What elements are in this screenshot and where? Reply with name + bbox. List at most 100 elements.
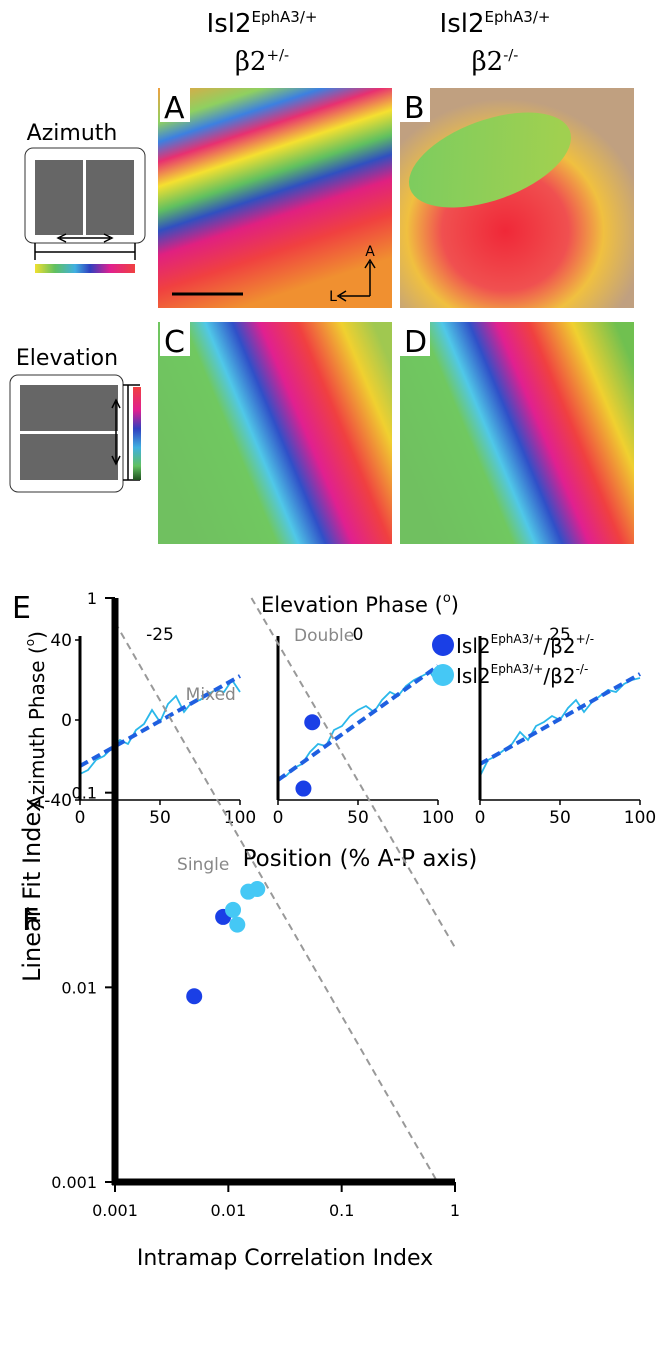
text-part: Isl2	[207, 9, 252, 39]
fit-line	[276, 664, 440, 782]
panel-letter: D	[404, 325, 427, 360]
scatter-point	[304, 714, 321, 731]
screen-half	[20, 385, 118, 431]
screen-half	[86, 160, 134, 235]
text-part: /β2	[543, 664, 575, 688]
column-header: Isl2EphA3/+	[207, 8, 318, 39]
scatter-point	[249, 880, 266, 897]
compass-label: L	[329, 289, 337, 305]
x-axis-label: Intramap Correlation Index	[137, 1246, 433, 1271]
letter-bg	[400, 88, 430, 122]
x-tick-label: 0.1	[329, 1201, 354, 1220]
text-part: Azimuth Phase (	[25, 646, 49, 809]
colorbar	[35, 264, 135, 273]
letter-bg	[160, 322, 190, 356]
x-tick-label: 0.001	[92, 1201, 138, 1220]
letter-bg	[400, 322, 430, 356]
letter-bg	[160, 88, 190, 122]
annotation: Mixed	[186, 685, 236, 705]
legend-label: Isl2EphA3/+/β2-/-	[456, 662, 588, 688]
y-tick-label: 0.01	[61, 978, 97, 997]
superscript: EphA3/+	[491, 662, 544, 676]
map-image	[158, 88, 392, 308]
map-image	[400, 322, 634, 544]
chart-title: 0	[353, 625, 364, 645]
panel-letter: B	[404, 91, 425, 126]
map-blob	[408, 112, 572, 208]
superscript: o	[443, 591, 451, 606]
chart-title: 25	[549, 625, 571, 645]
legend-marker	[432, 634, 454, 656]
column-header: β2-/-	[472, 46, 519, 77]
y-tick-label: 0	[61, 711, 72, 731]
x-tick-label: 100	[224, 808, 256, 828]
compass-label: A	[365, 244, 375, 260]
screen-half	[35, 160, 83, 235]
scatter-point	[186, 988, 203, 1005]
column-header: β2+/-	[235, 46, 289, 77]
colorbar	[133, 387, 141, 480]
panel-letter: E	[12, 591, 31, 626]
scatter-point	[295, 780, 312, 797]
row-label: Elevation	[16, 346, 118, 371]
annotation: Single	[177, 855, 229, 875]
region-boundary	[114, 621, 439, 1183]
text-part: β2	[235, 47, 267, 77]
superscript: EphA3/+	[485, 8, 551, 26]
text-part: /β2	[543, 634, 575, 658]
x-tick-label: 50	[549, 808, 571, 828]
compass	[336, 258, 376, 302]
panel-letter: C	[164, 325, 185, 360]
panel-letter: A	[164, 91, 185, 126]
x-tick-label: 1	[450, 1201, 460, 1220]
text-part: )	[451, 593, 459, 617]
column-header: Isl2EphA3/+	[440, 8, 551, 39]
scatter-point	[225, 901, 242, 918]
panel-letter: F	[22, 903, 39, 938]
data-line	[479, 677, 641, 777]
x-tick-label: 0	[75, 808, 86, 828]
region-boundary	[250, 597, 456, 949]
text-part: Isl2	[440, 9, 485, 39]
x-tick-label: 0	[475, 808, 486, 828]
text-part: Elevation Phase (	[261, 593, 443, 617]
superscript: EphA3/+	[252, 8, 318, 26]
x-tick-label: 100	[624, 808, 656, 828]
y-tick-label: 1	[87, 589, 97, 608]
y-tick-label: -40	[44, 791, 72, 811]
y-axis-label: Linear Fit Index	[18, 798, 46, 982]
row-label: Azimuth	[27, 121, 118, 146]
y-tick-label: 40	[50, 631, 72, 651]
x-axis-label: Position (% A-P axis)	[243, 846, 478, 872]
x-tick-label: 100	[422, 808, 454, 828]
map-image	[158, 322, 392, 544]
y-tick-label: 0.001	[51, 1173, 97, 1192]
superscript: -/-	[576, 662, 589, 676]
x-tick-label: 0.01	[211, 1201, 247, 1220]
arrows	[111, 384, 140, 481]
arrows	[34, 233, 136, 260]
fit-line	[479, 672, 641, 766]
superscript: EphA3/+	[491, 632, 544, 646]
text-part: Isl2	[456, 634, 491, 658]
scatter-point	[229, 916, 246, 933]
superscript: +/-	[576, 632, 594, 646]
superscript: +/-	[266, 46, 289, 64]
superscript: -/-	[503, 46, 518, 64]
chart-title: -25	[146, 625, 174, 645]
text-part: Isl2	[456, 664, 491, 688]
text-part: )	[25, 631, 49, 639]
legend-marker	[432, 664, 454, 686]
panel-title: Elevation Phase (o)	[261, 591, 459, 617]
fit-line	[79, 674, 241, 768]
text-part: β2	[472, 47, 504, 77]
x-tick-label: 50	[149, 808, 171, 828]
x-tick-label: 0	[273, 808, 284, 828]
annotation: Double	[294, 626, 354, 646]
x-tick-label: 50	[347, 808, 369, 828]
screen-half	[20, 434, 118, 480]
y-axis-label: Azimuth Phase (o)	[23, 631, 49, 809]
y-tick-label: 0.1	[72, 784, 97, 803]
legend-label: Isl2EphA3/+/β2+/-	[456, 632, 594, 658]
